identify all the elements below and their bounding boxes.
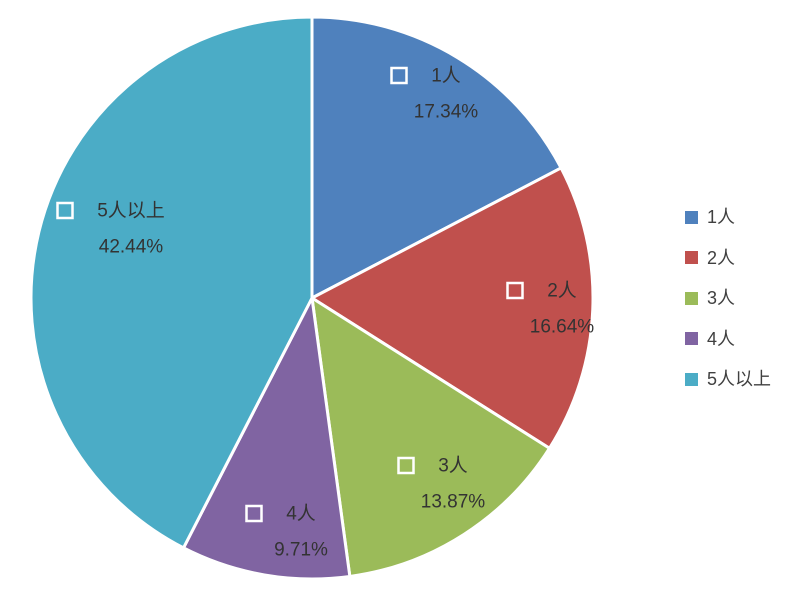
pie-slice-3 [310, 296, 551, 578]
legend-label: 5人以上 [707, 369, 772, 390]
pie-slice-2 [310, 166, 595, 450]
legend-label: 3人 [707, 288, 736, 309]
label-legend-key-icon [245, 504, 263, 523]
label-legend-key-icon [56, 201, 74, 220]
label-legend-key-icon [390, 66, 408, 85]
legend-item-3: 3人 [685, 278, 771, 319]
legend-label: 1人 [707, 207, 736, 228]
slice-label-category: 2人 [547, 280, 577, 302]
legend-swatch-icon [685, 372, 698, 386]
legend-item-1: 1人 [685, 197, 771, 238]
legend-swatch-icon [685, 251, 698, 265]
legend-label: 2人 [707, 247, 736, 268]
legend-item-4: 4人 [685, 319, 771, 360]
legend-item-5: 5人以上 [685, 359, 771, 400]
slice-label-percent: 42.44% [99, 237, 164, 258]
slice-label-category: 4人 [286, 503, 316, 525]
slice-labels: 1人 17.34% 2人 16.64% 3人 13.87% 4人 9.71% 5人以上 42.44… [56, 65, 595, 561]
legend-swatch-icon [685, 332, 698, 346]
legend: 1人 2人 3人 4人 5人以上 [685, 197, 771, 400]
slice-label-category: 5人以上 [97, 200, 165, 222]
legend-label: 4人 [707, 328, 736, 349]
slice-label-percent: 17.34% [414, 102, 479, 123]
slice-label-category: 1人 [431, 65, 461, 87]
slice-label-percent: 9.71% [274, 540, 328, 561]
slice-label-percent: 16.64% [530, 317, 595, 338]
pie-slice-1 [310, 15, 563, 300]
legend-item-2: 2人 [685, 238, 771, 279]
pie-slices [29, 15, 595, 581]
label-legend-key-icon [397, 456, 415, 475]
pie-slice-5 [29, 15, 314, 550]
slice-label-category: 3人 [438, 455, 468, 477]
legend-swatch-icon [685, 210, 698, 224]
pie-slice-4 [181, 296, 352, 581]
label-legend-key-icon [506, 281, 524, 300]
slice-label-percent: 13.87% [421, 492, 486, 513]
legend-swatch-icon [685, 291, 698, 305]
